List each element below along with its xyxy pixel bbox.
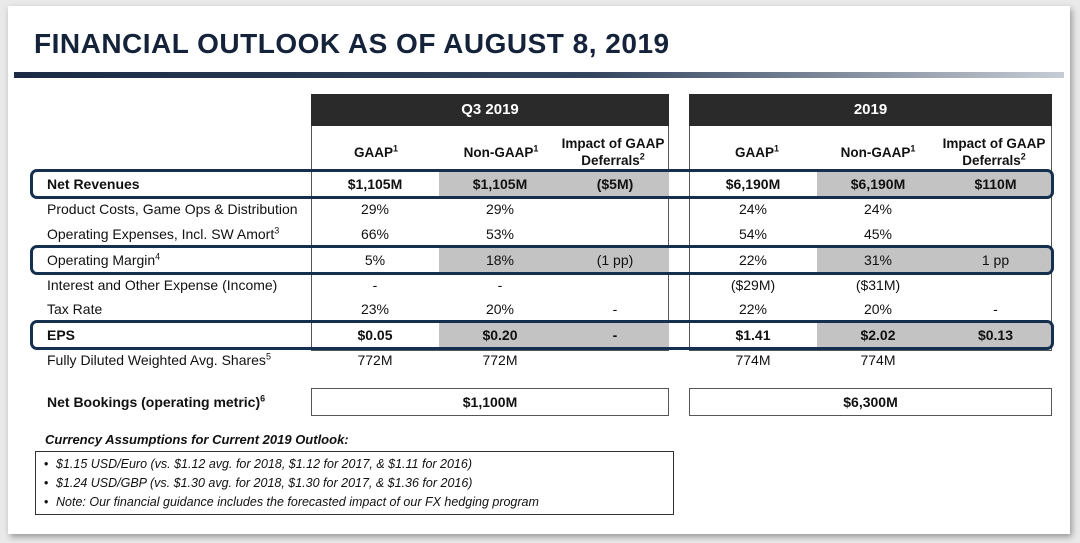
list-item: • $1.15 USD/Euro (vs. $1.12 avg. for 2018… (44, 455, 673, 474)
table-row-operating-expenses: Operating Expenses, Incl. SW Amort3 66% … (8, 222, 1070, 246)
col-header-q3-impact: Impact of GAAP Deferrals2 (561, 136, 665, 168)
row-label: Operating Margin4 (47, 251, 161, 268)
cell-q3-gaap: $0.05 (357, 327, 393, 343)
row-label: Net Bookings (operating metric)6 (47, 393, 266, 410)
col-header-fy-impact: Impact of GAAP Deferrals2 (942, 136, 1046, 168)
cell-fy-nongaap: 774M (860, 352, 896, 368)
cell-q3-impact: - (612, 301, 618, 317)
period-header-fy: 2019 (689, 94, 1052, 126)
cell-q3-nongaap: $0.20 (439, 323, 561, 347)
cell-q3-gaap: $1,105M (347, 176, 403, 192)
period-header-q3: Q3 2019 (311, 94, 669, 126)
table-row-diluted-shares: Fully Diluted Weighted Avg. Shares5 772M… (8, 348, 1070, 372)
table-row-net-bookings: Net Bookings (operating metric)6 (8, 390, 1070, 414)
cell-q3-gaap: 772M (357, 352, 393, 368)
cell-q3-nongaap: 18% (439, 248, 561, 272)
list-item: • $1.24 USD/GBP (vs. $1.30 avg. for 2018,… (44, 474, 673, 493)
bullet: • (44, 495, 49, 509)
highlight-eps (30, 320, 1054, 350)
row-label: Tax Rate (47, 301, 103, 317)
table-row-interest-expense: Interest and Other Expense (Income) - - … (8, 273, 1070, 297)
cell-q3-gaap: - (372, 277, 378, 293)
cell-fy-gaap: 22% (738, 252, 768, 268)
cell-fy-gaap: 54% (738, 226, 768, 242)
row-label: Net Revenues (47, 176, 140, 192)
cell-fy-gaap: $1.41 (735, 327, 771, 343)
slide: FINANCIAL OUTLOOK AS OF AUGUST 8, 2019 Q… (8, 6, 1070, 534)
cell-fy-nongaap: $2.02 (817, 323, 939, 347)
table-row-net-revenues: Net Revenues $1,105M $1,105M ($5M) $6,19… (8, 172, 1070, 196)
row-label: EPS (47, 327, 76, 343)
cell-fy-nongaap: 20% (863, 301, 893, 317)
cell-q3-impact: (1 pp) (561, 248, 669, 272)
table-row-product-costs: Product Costs, Game Ops & Distribution 2… (8, 197, 1070, 221)
cell-fy-gaap: $6,190M (725, 176, 781, 192)
row-label: Product Costs, Game Ops & Distribution (47, 201, 298, 217)
cell-q3-gaap: 23% (360, 301, 390, 317)
cell-fy-nongaap: ($31M) (855, 277, 901, 293)
page-title: FINANCIAL OUTLOOK AS OF AUGUST 8, 2019 (34, 28, 670, 59)
cell-q3-nongaap: $1,105M (439, 172, 561, 196)
net-bookings-q3: $1,100M (311, 388, 669, 416)
cell-q3-impact: ($5M) (561, 172, 669, 196)
currency-title: Currency Assumptions for Current 2019 Ou… (45, 432, 349, 447)
cell-fy-nongaap: 24% (863, 201, 893, 217)
row-label: Interest and Other Expense (Income) (47, 277, 278, 293)
title-rule (14, 72, 1064, 78)
highlight-operating-margin (30, 245, 1054, 275)
cell-q3-gaap: 66% (360, 226, 390, 242)
bullet: • (44, 476, 49, 490)
table-row-operating-margin: Operating Margin4 5% 18% (1 pp) 22% 31% … (8, 248, 1070, 272)
cell-fy-gaap: 24% (738, 201, 768, 217)
col-header-q3-nongaap: Non-GAAP1 (463, 143, 539, 160)
period-block-q3 (311, 126, 669, 351)
cell-fy-gaap: 22% (738, 301, 768, 317)
list-item: • Note: Our financial guidance includes t… (44, 493, 673, 512)
cell-q3-nongaap: 772M (482, 352, 518, 368)
col-header-fy-nongaap: Non-GAAP1 (840, 143, 916, 160)
col-header-fy-gaap: GAAP1 (734, 143, 780, 160)
row-label: Fully Diluted Weighted Avg. Shares5 (47, 351, 271, 368)
cell-fy-nongaap: $6,190M (817, 172, 939, 196)
cell-q3-nongaap: 53% (485, 226, 515, 242)
cell-fy-nongaap: 31% (817, 248, 939, 272)
cell-fy-impact: $0.13 (939, 323, 1052, 347)
cell-fy-impact: 1 pp (939, 248, 1052, 272)
cell-q3-gaap: 29% (360, 201, 390, 217)
highlight-net-revenues (30, 169, 1054, 199)
cell-fy-gaap: 774M (735, 352, 771, 368)
cell-fy-impact: $110M (939, 172, 1052, 196)
cell-q3-impact: - (561, 323, 669, 347)
cell-fy-gaap: ($29M) (730, 277, 776, 293)
period-block-fy (689, 126, 1052, 351)
cell-q3-nongaap: 29% (485, 201, 515, 217)
bullet: • (44, 457, 49, 471)
cell-fy-nongaap: 45% (863, 226, 893, 242)
cell-fy-impact: - (993, 301, 998, 317)
cell-q3-nongaap: - (497, 277, 503, 293)
net-bookings-fy: $6,300M (689, 388, 1052, 416)
cell-q3-gaap: 5% (364, 252, 386, 268)
col-header-q3-gaap: GAAP1 (353, 143, 399, 160)
table-row-eps: EPS $0.05 $0.20 - $1.41 $2.02 $0.13 (8, 323, 1070, 347)
currency-box: • $1.15 USD/Euro (vs. $1.12 avg. for 2018… (35, 451, 674, 515)
row-label: Operating Expenses, Incl. SW Amort3 (47, 225, 280, 242)
table-row-tax-rate: Tax Rate 23% 20% - 22% 20% - (8, 297, 1070, 321)
cell-q3-nongaap: 20% (485, 301, 515, 317)
